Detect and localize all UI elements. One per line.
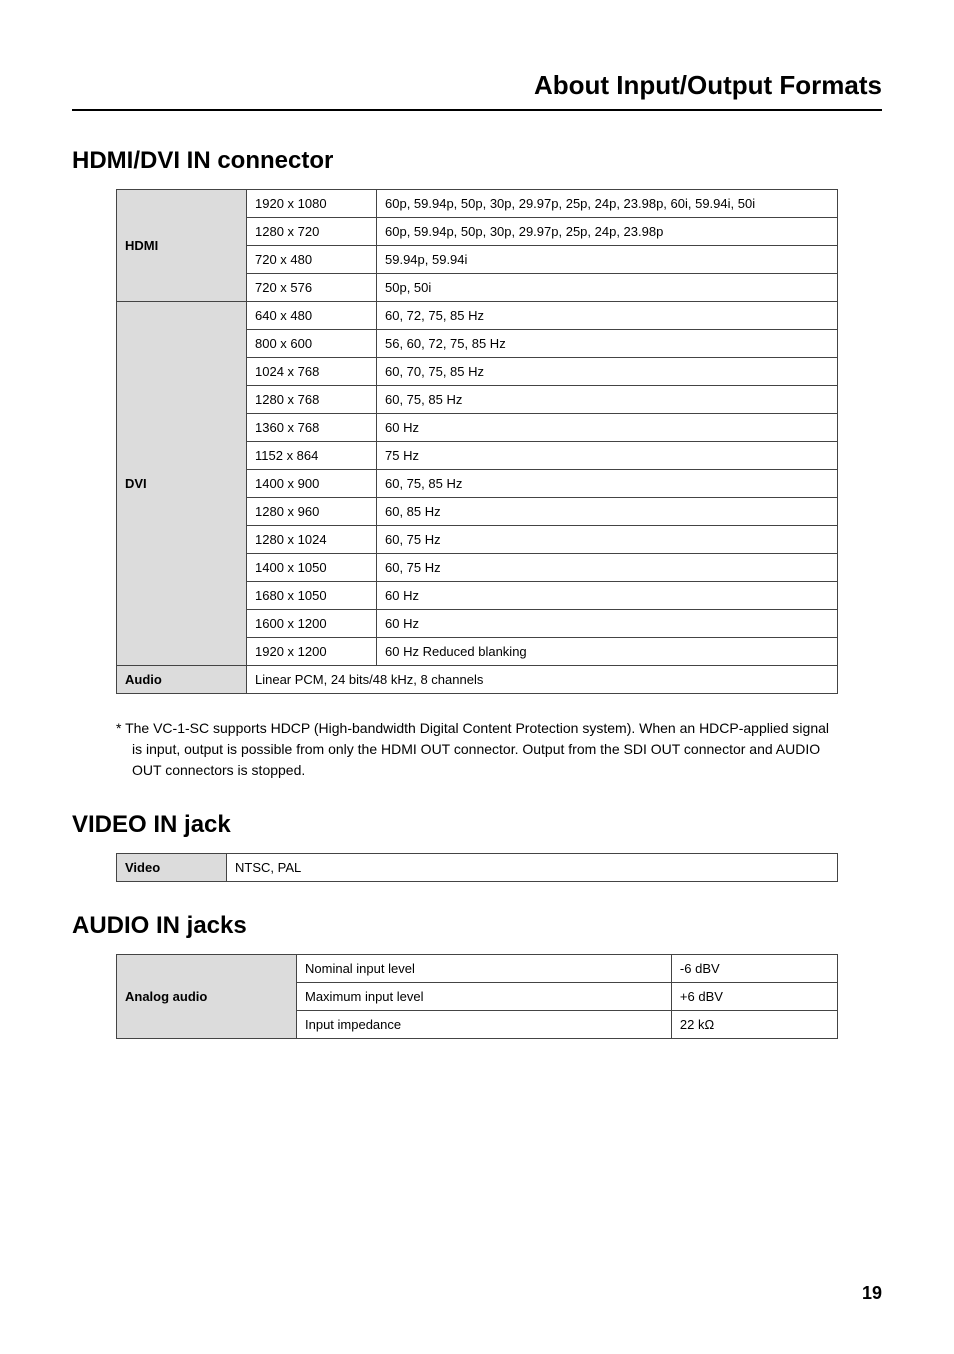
- audio-param-cell: Input impedance: [297, 1011, 672, 1039]
- audio-table: Analog audio Nominal input level -6 dBV …: [116, 954, 838, 1039]
- resolution-cell: 1400 x 1050: [247, 554, 377, 582]
- resolution-cell: 1280 x 768: [247, 386, 377, 414]
- format-cell: 59.94p, 59.94i: [377, 246, 838, 274]
- hdcp-footnote: * The VC-1-SC supports HDCP (High-bandwi…: [116, 718, 838, 781]
- format-cell: 60, 85 Hz: [377, 498, 838, 526]
- format-cell: 50p, 50i: [377, 274, 838, 302]
- resolution-cell: 1920 x 1080: [247, 190, 377, 218]
- audio-param-cell: Maximum input level: [297, 983, 672, 1011]
- resolution-cell: 720 x 576: [247, 274, 377, 302]
- resolution-cell: 1600 x 1200: [247, 610, 377, 638]
- resolution-cell: 1400 x 900: [247, 470, 377, 498]
- hdmi-row-header: HDMI: [117, 190, 247, 302]
- format-cell: 60 Hz: [377, 414, 838, 442]
- page-number: 19: [862, 1283, 882, 1304]
- format-cell: 75 Hz: [377, 442, 838, 470]
- audio-row-header: Audio: [117, 666, 247, 694]
- resolution-cell: 1280 x 960: [247, 498, 377, 526]
- audio-in-section: AUDIO IN jacks Analog audio Nominal inpu…: [72, 912, 882, 1039]
- hdmi-dvi-table: HDMI 1920 x 1080 60p, 59.94p, 50p, 30p, …: [116, 189, 838, 694]
- resolution-cell: 1920 x 1200: [247, 638, 377, 666]
- audio-value-cell: -6 dBV: [671, 955, 837, 983]
- video-in-section: VIDEO IN jack Video NTSC, PAL: [72, 811, 882, 882]
- resolution-cell: 1280 x 720: [247, 218, 377, 246]
- page-title: About Input/Output Formats: [72, 70, 882, 111]
- format-cell: 60, 75, 85 Hz: [377, 386, 838, 414]
- resolution-cell: 1360 x 768: [247, 414, 377, 442]
- video-row-header: Video: [117, 854, 227, 882]
- format-cell: 60 Hz: [377, 610, 838, 638]
- table-row: DVI 640 x 480 60, 72, 75, 85 Hz: [117, 302, 838, 330]
- format-cell: 60, 75, 85 Hz: [377, 470, 838, 498]
- hdmi-dvi-section: HDMI/DVI IN connector HDMI 1920 x 1080 6…: [72, 147, 882, 781]
- format-cell: 60, 70, 75, 85 Hz: [377, 358, 838, 386]
- audio-value-cell: +6 dBV: [671, 983, 837, 1011]
- analog-audio-row-header: Analog audio: [117, 955, 297, 1039]
- dvi-row-header: DVI: [117, 302, 247, 666]
- format-cell: 60p, 59.94p, 50p, 30p, 29.97p, 25p, 24p,…: [377, 218, 838, 246]
- table-row: HDMI 1920 x 1080 60p, 59.94p, 50p, 30p, …: [117, 190, 838, 218]
- table-row: Video NTSC, PAL: [117, 854, 838, 882]
- format-cell: 60 Hz Reduced blanking: [377, 638, 838, 666]
- resolution-cell: 1024 x 768: [247, 358, 377, 386]
- hdmi-section-title: HDMI/DVI IN connector: [72, 147, 882, 175]
- resolution-cell: 1280 x 1024: [247, 526, 377, 554]
- table-row: Audio Linear PCM, 24 bits/48 kHz, 8 chan…: [117, 666, 838, 694]
- audio-section-title: AUDIO IN jacks: [72, 912, 882, 940]
- video-table: Video NTSC, PAL: [116, 853, 838, 882]
- format-cell: 60, 75 Hz: [377, 526, 838, 554]
- resolution-cell: 1680 x 1050: [247, 582, 377, 610]
- format-cell: 60, 72, 75, 85 Hz: [377, 302, 838, 330]
- video-value-cell: NTSC, PAL: [227, 854, 838, 882]
- audio-param-cell: Nominal input level: [297, 955, 672, 983]
- resolution-cell: 1152 x 864: [247, 442, 377, 470]
- video-section-title: VIDEO IN jack: [72, 811, 882, 839]
- resolution-cell: 800 x 600: [247, 330, 377, 358]
- resolution-cell: 720 x 480: [247, 246, 377, 274]
- format-cell: 60 Hz: [377, 582, 838, 610]
- audio-value-cell: 22 kΩ: [671, 1011, 837, 1039]
- audio-cell: Linear PCM, 24 bits/48 kHz, 8 channels: [247, 666, 838, 694]
- resolution-cell: 640 x 480: [247, 302, 377, 330]
- format-cell: 60p, 59.94p, 50p, 30p, 29.97p, 25p, 24p,…: [377, 190, 838, 218]
- format-cell: 60, 75 Hz: [377, 554, 838, 582]
- format-cell: 56, 60, 72, 75, 85 Hz: [377, 330, 838, 358]
- table-row: Analog audio Nominal input level -6 dBV: [117, 955, 838, 983]
